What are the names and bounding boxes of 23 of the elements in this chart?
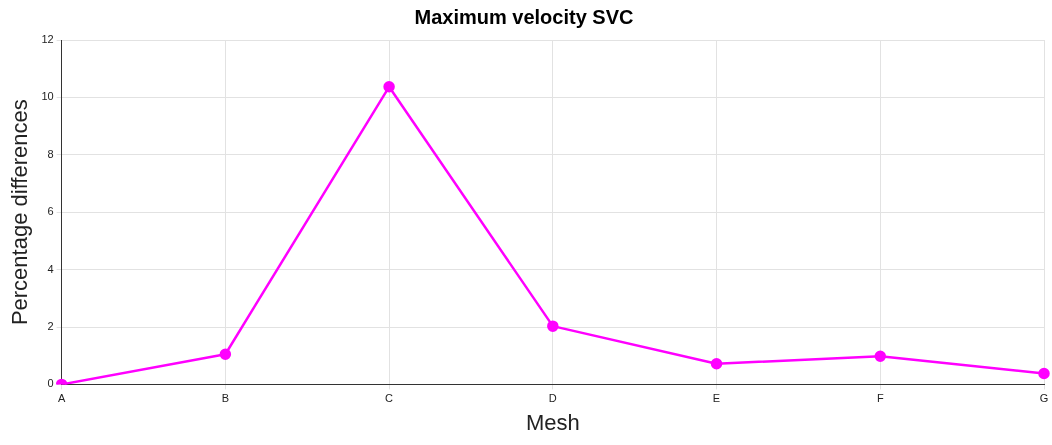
x-tick-label: E [712,392,721,405]
y-tick-label: 0 [47,377,54,390]
point [383,81,395,93]
y-tick-label: 10 [41,90,54,103]
y-axis-title: Percentage differences [7,99,33,326]
x-tick-label: A [57,392,66,405]
x-tick-label: C [385,392,394,405]
chart-title: Maximum velocity SVC [414,5,634,28]
y-tick-label: 4 [47,262,54,275]
x-tick-label: B [221,392,230,405]
x-tick-label: G [1039,392,1049,405]
y-tick-label: 8 [47,147,54,160]
point [547,320,559,332]
point [219,348,232,361]
x-tick-label: F [876,392,884,405]
point [874,350,887,363]
x-tick-label: D [548,392,557,405]
y-tick-label: 12 [41,33,54,46]
x-axis-title: Mesh [525,409,580,435]
point [710,357,723,370]
y-tick-label: 6 [47,205,54,218]
point [1038,367,1050,380]
y-tick-label: 2 [47,320,54,333]
